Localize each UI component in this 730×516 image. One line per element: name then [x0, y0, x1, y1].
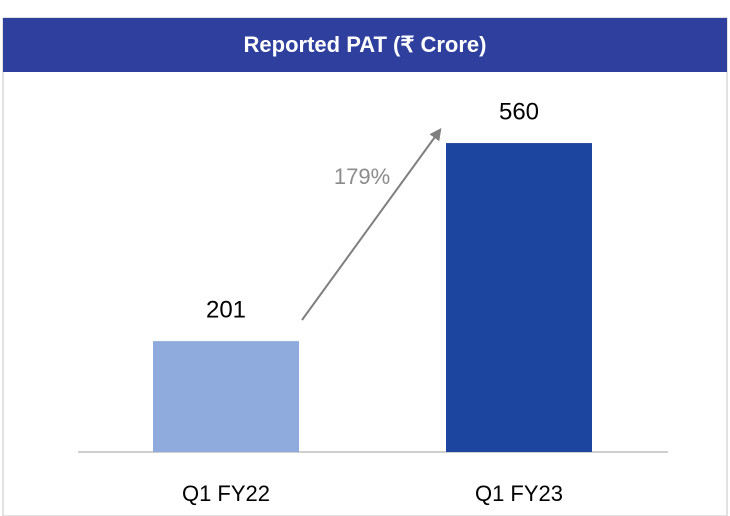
- growth-arrow: [301, 128, 442, 321]
- chart-title: Reported PAT (₹ Crore): [244, 32, 487, 57]
- x-tick-label: Q1 FY23: [475, 481, 563, 506]
- x-tick-label: Q1 FY22: [182, 481, 270, 506]
- header: [3, 18, 727, 72]
- growth-label: 179%: [334, 164, 390, 189]
- panel: [2, 17, 728, 516]
- value-label: 560: [499, 98, 539, 125]
- bar: [446, 143, 592, 453]
- value-label: 201: [206, 296, 246, 323]
- bar: [153, 341, 299, 452]
